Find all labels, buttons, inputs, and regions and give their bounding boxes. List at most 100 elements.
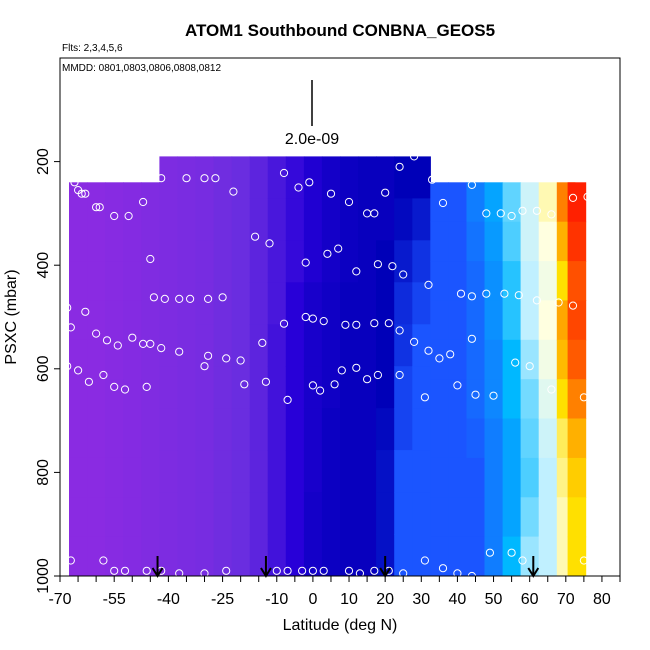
heat-cell — [567, 339, 587, 380]
heat-cell — [141, 497, 160, 538]
obs-point — [424, 280, 433, 289]
heat-cell — [177, 156, 196, 199]
obs-point — [579, 393, 589, 402]
heat-cell — [430, 339, 449, 380]
heat-cell — [484, 261, 504, 301]
heat-cell — [285, 534, 305, 577]
obs-point — [258, 338, 267, 347]
heat-cell — [267, 324, 287, 367]
heat-cell — [213, 450, 233, 493]
heat-cell — [159, 450, 178, 493]
heat-cell — [520, 457, 540, 498]
heat-cell — [394, 324, 413, 367]
obs-point — [496, 209, 505, 218]
heat-cell — [303, 156, 323, 199]
y-tick-label: 200 — [35, 148, 52, 175]
obs-point — [294, 183, 303, 192]
obs-point — [99, 556, 108, 565]
heat-cell — [69, 536, 88, 577]
heat-cell — [141, 261, 160, 301]
heat-cell — [213, 282, 233, 325]
heat-cell — [123, 418, 142, 459]
obs-point — [265, 239, 274, 248]
heat-cell — [340, 282, 359, 325]
obs-point — [139, 197, 148, 207]
obs-point — [279, 319, 289, 328]
heat-cell — [520, 536, 540, 577]
heat-cell — [249, 198, 269, 241]
heat-cell — [123, 261, 142, 301]
x-tick-label: 40 — [449, 591, 467, 608]
heat-cell — [87, 497, 106, 538]
heat-cell — [412, 366, 431, 409]
obs-point — [120, 566, 130, 575]
obs-point — [420, 393, 429, 402]
heat-cell — [69, 457, 88, 498]
obs-point — [66, 556, 75, 565]
heat-cell — [69, 418, 88, 459]
heat-cell — [538, 221, 558, 262]
heat-cell — [249, 324, 269, 367]
x-tick-label: -40 — [157, 591, 180, 608]
obs-point — [352, 267, 361, 276]
y-tick-label: 600 — [35, 355, 52, 382]
heat-cell — [105, 457, 124, 498]
heat-cell — [231, 408, 251, 451]
x-tick-label: 30 — [412, 591, 430, 608]
heat-cell — [412, 198, 431, 241]
heat-cell — [123, 497, 142, 538]
obs-point — [337, 366, 346, 375]
heat-cell — [394, 492, 413, 535]
x-axis: -70 -55 -40 -25 -10 0 10 20 30 40 50 60 70 80 — [48, 576, 621, 608]
heat-cell — [105, 261, 124, 301]
heat-cell — [340, 492, 359, 535]
obs-point — [518, 556, 527, 565]
obs-point — [146, 254, 155, 264]
heat-cell — [231, 366, 251, 409]
heat-cell — [123, 536, 142, 577]
heat-cell — [303, 450, 323, 493]
obs-point — [211, 174, 220, 183]
obs-point — [84, 377, 94, 386]
heat-cell — [412, 534, 431, 577]
obs-point — [373, 370, 382, 380]
obs-point — [157, 344, 166, 353]
heat-cell — [249, 534, 269, 577]
heat-cell — [358, 240, 377, 283]
obs-point — [579, 556, 589, 565]
heat-cell — [321, 198, 341, 241]
obs-point — [410, 337, 419, 346]
obs-point — [261, 377, 270, 386]
heat-cell — [105, 497, 124, 538]
heat-cell — [249, 366, 269, 409]
heat-cell — [340, 156, 359, 199]
heat-cell — [123, 221, 142, 262]
heat-cell — [340, 408, 359, 451]
heatmap-cells — [69, 156, 587, 577]
obs-point — [532, 206, 542, 215]
observation-points — [63, 152, 607, 581]
heat-cell — [466, 339, 486, 380]
heat-cell — [448, 339, 467, 380]
heat-cell — [87, 221, 106, 262]
heat-cell — [321, 408, 341, 451]
heat-cell — [502, 457, 522, 498]
obs-point — [92, 203, 101, 212]
heat-cell — [376, 366, 395, 409]
obs-point — [399, 270, 408, 279]
obs-point — [222, 354, 231, 363]
y-axis: 200 400 600 800 1000 — [35, 148, 60, 594]
obs-point — [298, 566, 307, 575]
heat-cell — [231, 492, 251, 535]
heat-cell — [267, 534, 287, 577]
obs-point — [352, 363, 361, 372]
obs-point — [518, 206, 527, 215]
heat-cell — [430, 300, 449, 341]
x-tick-label: 0 — [308, 591, 317, 608]
obs-point — [482, 209, 491, 218]
heat-cell — [177, 240, 196, 283]
heat-cell — [159, 240, 178, 283]
heat-cell — [466, 300, 486, 341]
heat-cell — [249, 450, 269, 493]
heat-cell — [141, 221, 160, 262]
